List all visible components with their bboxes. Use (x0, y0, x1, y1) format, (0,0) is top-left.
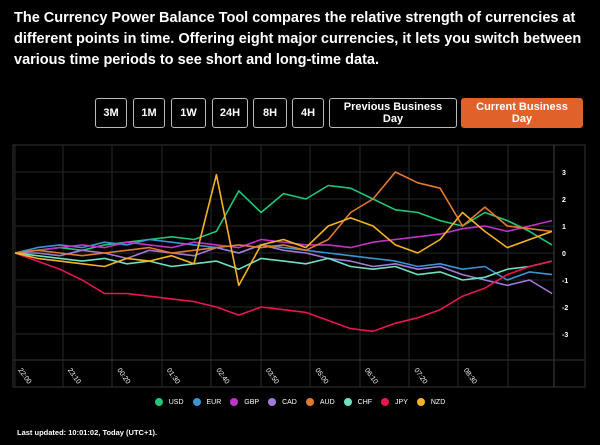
x-tick-label: 02:40 (214, 367, 230, 385)
y-tick-label: -1 (562, 278, 568, 285)
legend-dot-icon (381, 398, 390, 406)
x-tick-label: 03:50 (264, 367, 280, 385)
legend-item-nzd[interactable]: NZD (416, 398, 446, 406)
legend-item-jpy[interactable]: JPY (381, 398, 408, 406)
x-tick-label: 06:10 (363, 367, 379, 385)
x-tick-label: 08:30 (462, 367, 478, 385)
chart-legend: USD EUR GBP CAD AUD CHF JPY NZD (0, 398, 600, 406)
legend-dot-icon (268, 398, 277, 406)
x-tick-label: 00:20 (115, 367, 131, 385)
legend-item-eur[interactable]: EUR (192, 398, 222, 406)
legend-dot-icon (343, 398, 352, 406)
legend-dot-icon (230, 398, 239, 406)
chart-frame (12, 144, 586, 388)
legend-label: GBP (244, 398, 260, 406)
legend-dot-icon (416, 398, 425, 406)
y-tick-label: 2 (562, 197, 566, 204)
legend-dot-icon (154, 398, 163, 406)
legend-item-gbp[interactable]: GBP (230, 398, 259, 406)
x-tick-label: 01:30 (165, 367, 181, 385)
series-line-eur (14, 238, 553, 281)
legend-item-chf[interactable]: CHF (343, 398, 373, 406)
legend-label: CAD (282, 398, 297, 406)
y-tick-label: 0 (562, 251, 566, 258)
y-tick-label: -3 (562, 332, 568, 339)
period-button-24h[interactable]: 24H (212, 98, 248, 128)
series-line-jpy (14, 252, 553, 333)
legend-item-cad[interactable]: CAD (268, 398, 297, 406)
y-tick-label: 3 (562, 170, 566, 177)
y-tick-label: 1 (562, 224, 566, 231)
legend-label: EUR (206, 398, 222, 406)
legend-label: USD (168, 398, 184, 406)
intro-text: The Currency Power Balance Tool compares… (14, 10, 582, 68)
x-tick-label: 23:10 (66, 367, 82, 385)
legend-dot-icon (305, 398, 314, 406)
legend-item-aud[interactable]: AUD (305, 398, 335, 406)
period-button-1w[interactable]: 1W (171, 98, 206, 128)
last-updated: Last updated: 10:01:02, Today (UTC+1). (17, 428, 158, 437)
period-button-4h[interactable]: 4H (292, 98, 324, 128)
y-tick-label: -2 (562, 305, 568, 312)
period-button-previous-business-day[interactable]: Previous Business Day (329, 98, 457, 128)
period-button-1m[interactable]: 1M (133, 98, 165, 128)
period-button-3m[interactable]: 3M (95, 98, 127, 128)
x-tick-label: 22:00 (16, 367, 32, 385)
legend-label: CHF (357, 398, 373, 406)
legend-dot-icon (192, 398, 201, 406)
legend-label: JPY (395, 398, 408, 406)
legend-label: AUD (319, 398, 335, 406)
period-button-current-business-day[interactable]: Current Business Day (461, 98, 583, 128)
series-line-aud (14, 171, 553, 257)
x-tick-label: 07:20 (412, 367, 428, 385)
legend-label: NZD (430, 398, 446, 406)
currency-strength-chart: 3 2 1 0 -1 -2 -3 22:00 23:10 00:20 01:30 02:40 03:50… (12, 144, 586, 388)
x-tick-label: 05:00 (313, 367, 329, 385)
series-line-cad (15, 244, 553, 295)
legend-item-usd[interactable]: USD (154, 398, 184, 406)
series-line-nzd (14, 173, 553, 287)
period-button-8h[interactable]: 8H (253, 98, 287, 128)
series-line-chf (14, 252, 553, 281)
series-line-gbp (14, 219, 553, 254)
